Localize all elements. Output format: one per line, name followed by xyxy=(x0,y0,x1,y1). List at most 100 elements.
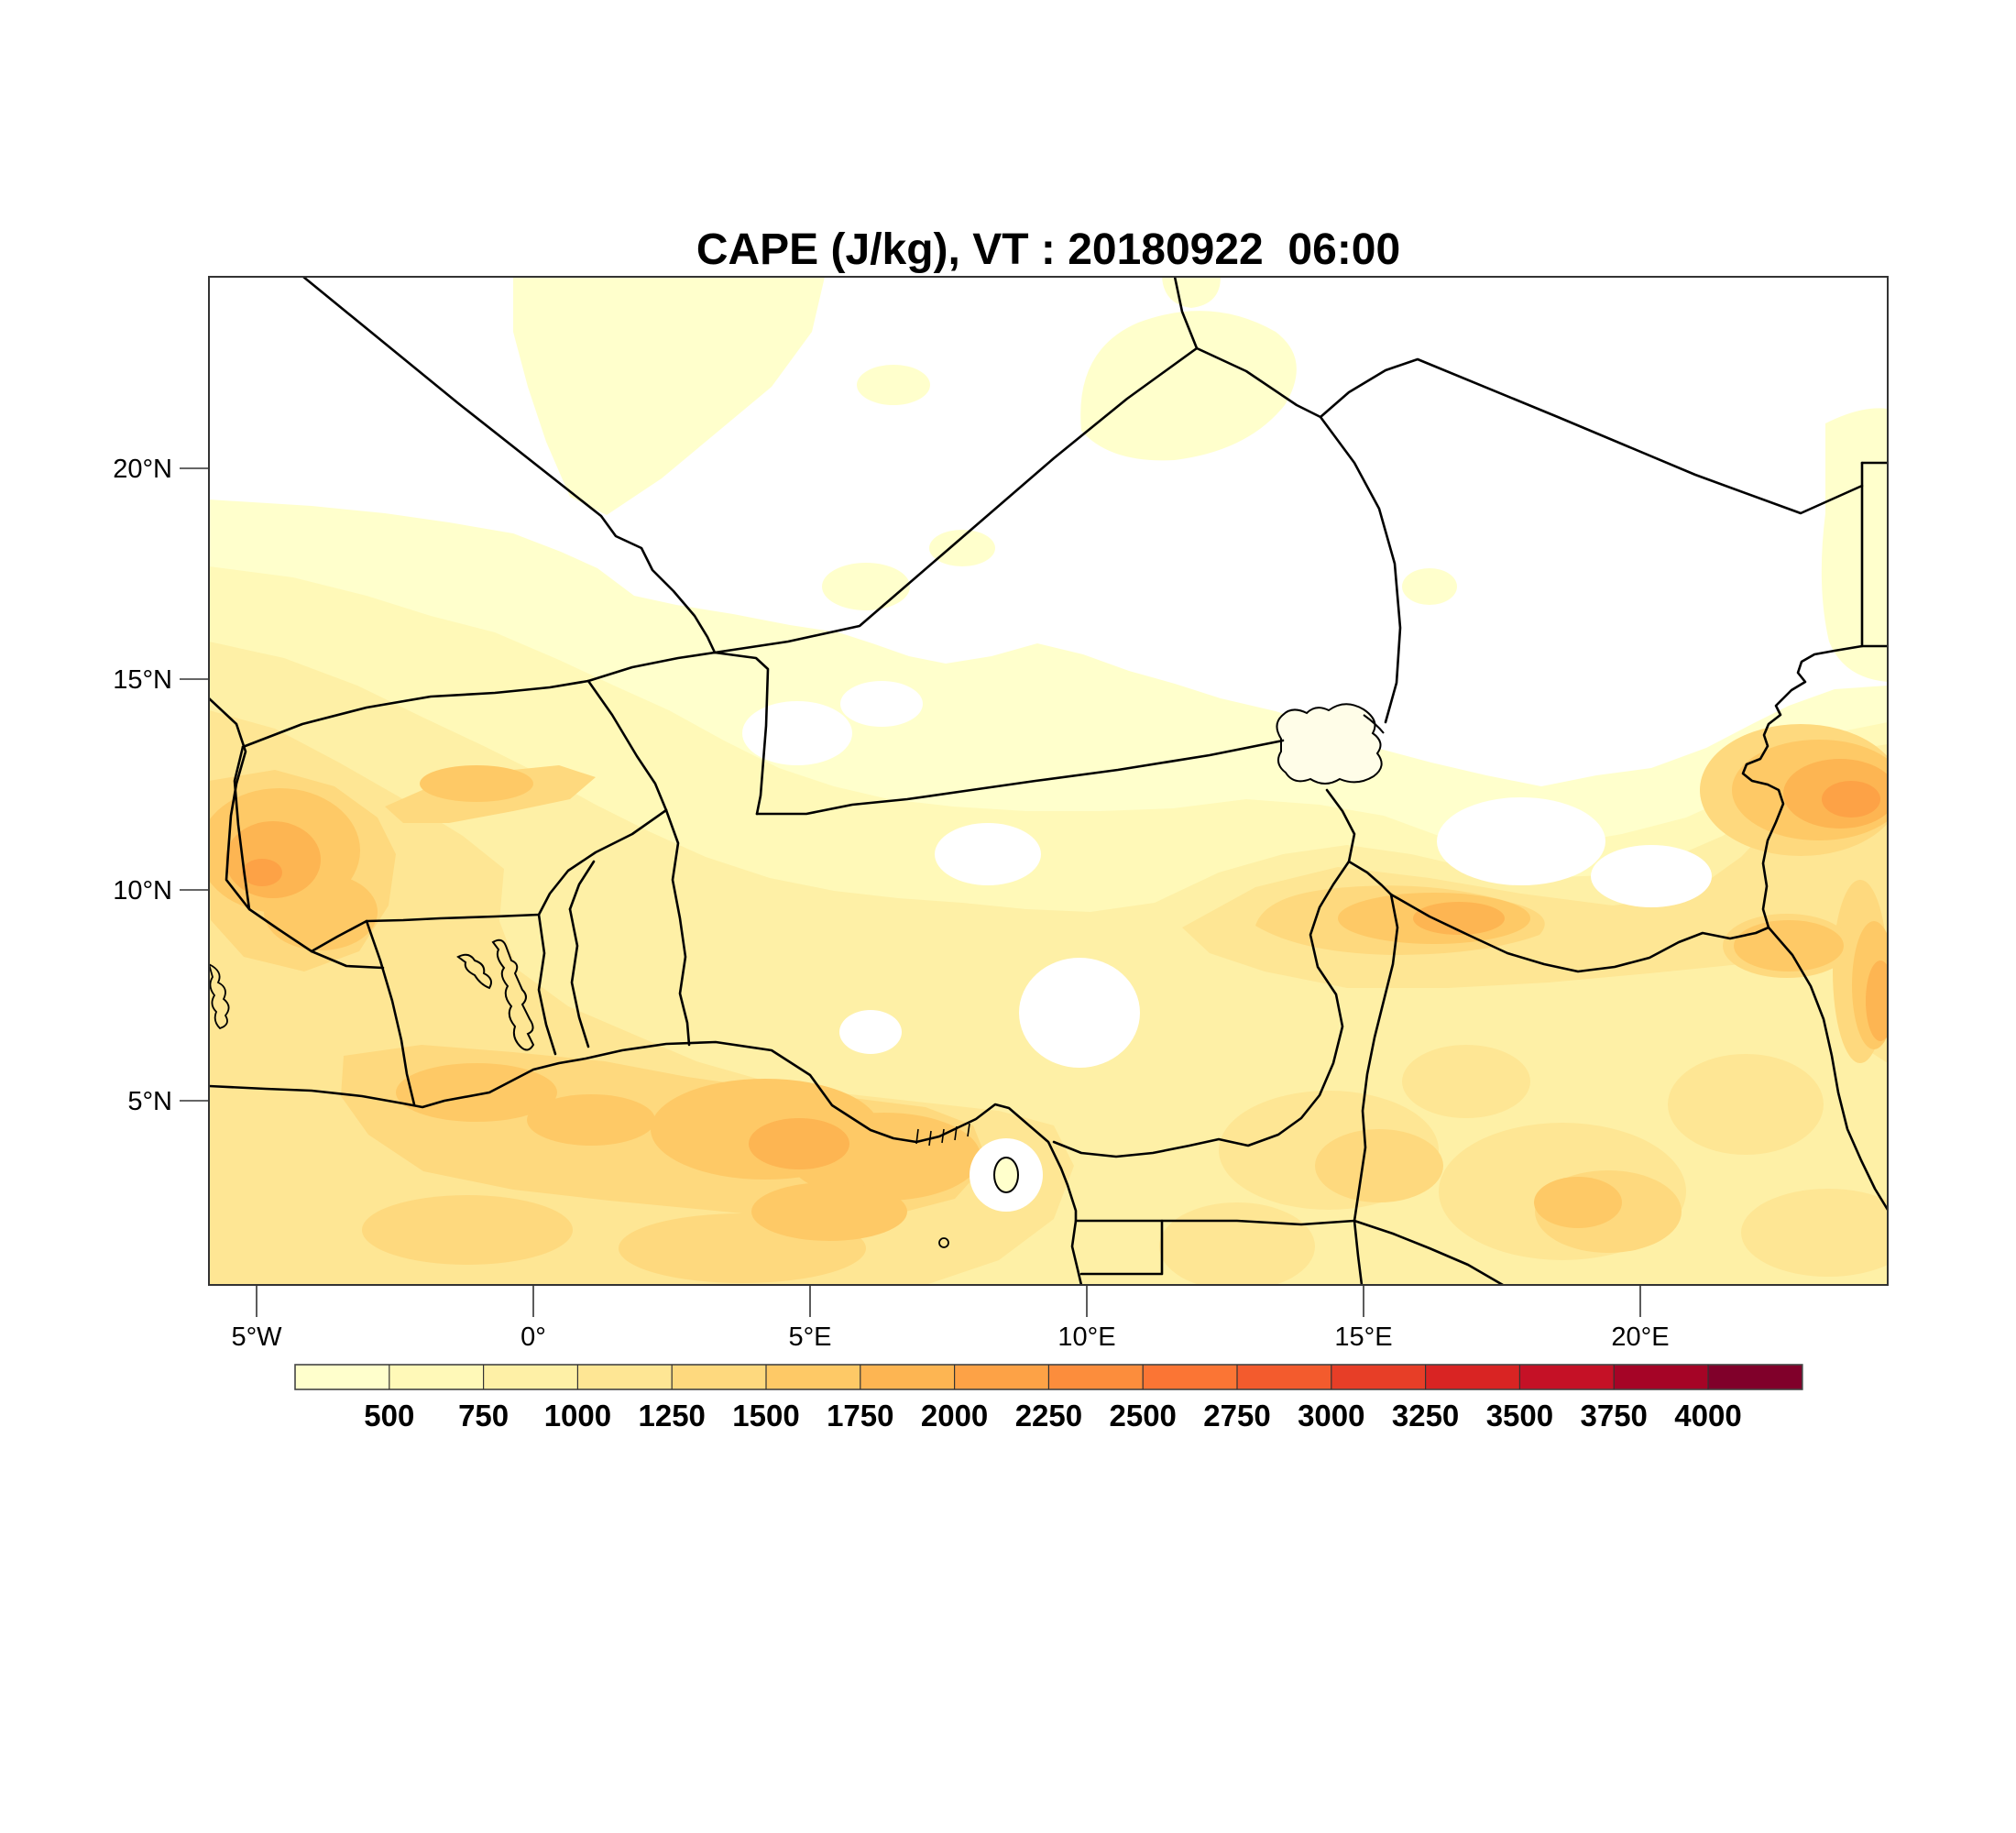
country-border xyxy=(1353,1219,1505,1285)
country-border xyxy=(586,651,717,683)
cape-contour-region xyxy=(840,681,923,727)
colorbar-tick-label: 1500 xyxy=(732,1399,799,1432)
country-border xyxy=(1347,860,1393,896)
cape-contour-region xyxy=(362,1195,573,1265)
cape-contour-region xyxy=(1668,1054,1824,1155)
cape-contour-region xyxy=(1315,1129,1443,1202)
country-border xyxy=(1074,1219,1164,1276)
cape-contour-region xyxy=(1734,920,1844,971)
gulf-of-guinea-coastline xyxy=(209,1040,1083,1285)
cape-contour-region xyxy=(751,1182,907,1241)
colorbar-tick-label: 1750 xyxy=(827,1399,893,1432)
colorbar-tick-label: 750 xyxy=(458,1399,509,1432)
cape-contour-region xyxy=(935,823,1041,885)
cape-contour-region xyxy=(1437,797,1605,885)
colorbar-tick-label: 2500 xyxy=(1109,1399,1176,1432)
colorbar-tick-label: 2750 xyxy=(1203,1399,1270,1432)
country-borders-layer xyxy=(209,277,1888,1285)
country-border xyxy=(568,860,596,911)
country-border xyxy=(301,277,717,654)
colorbar-segment xyxy=(1614,1365,1709,1389)
cape-contour-region xyxy=(1741,1189,1888,1277)
lat-tick-label: 20°N xyxy=(113,455,172,484)
colorbar-tick-label: 1250 xyxy=(638,1399,705,1432)
cape-contour-region xyxy=(513,277,825,515)
cape-contour-region xyxy=(1534,1177,1622,1228)
principe-island xyxy=(938,1237,949,1248)
cape-contour-region xyxy=(839,1010,902,1054)
west-edge-border-squiggle xyxy=(209,962,230,1030)
cape-field-layer xyxy=(209,277,1888,1285)
colorbar-segment xyxy=(389,1365,485,1389)
lat-tick-label: 10°N xyxy=(113,876,172,906)
country-border xyxy=(1389,893,1770,973)
country-border xyxy=(1767,926,1888,1212)
country-border xyxy=(568,907,590,1048)
niger-delta-channel xyxy=(941,1128,945,1144)
colorbar-tick-label: 2000 xyxy=(921,1399,988,1432)
cape-contour-region xyxy=(742,701,852,765)
colorbar-segment xyxy=(954,1365,1049,1389)
country-border xyxy=(1052,788,1356,1158)
colorbar-tick-label: 2250 xyxy=(1015,1399,1082,1432)
lon-tick-label: 15°E xyxy=(1334,1323,1392,1352)
colorbar-segment xyxy=(1425,1365,1520,1389)
cape-contour-region xyxy=(857,365,930,405)
lake-volta-west-arm xyxy=(456,953,492,990)
country-border xyxy=(537,913,557,1056)
colorbar-tick-label: 1000 xyxy=(544,1399,611,1432)
country-border xyxy=(310,808,668,953)
cape-contour-region xyxy=(1019,958,1140,1068)
lat-tick-label: 15°N xyxy=(113,665,172,695)
map-frame xyxy=(208,276,1889,1286)
colorbar-tick-label: 500 xyxy=(364,1399,414,1432)
lon-tick-label: 0° xyxy=(520,1323,546,1352)
cape-contour-region xyxy=(1591,845,1712,907)
colorbar-segment xyxy=(577,1365,673,1389)
lat-tick-label: 5°N xyxy=(127,1087,172,1116)
country-border xyxy=(233,745,251,911)
colorbar-segment xyxy=(766,1365,861,1389)
lake-chad xyxy=(1276,703,1383,785)
colorbar-tick-label: 4000 xyxy=(1674,1399,1741,1432)
country-border xyxy=(713,651,770,816)
country-border xyxy=(755,739,1285,816)
cape-contour-region xyxy=(1402,1045,1530,1118)
colorbar-segment xyxy=(1048,1365,1144,1389)
niger-delta-channel xyxy=(967,1123,970,1137)
lake-volta xyxy=(491,938,535,1051)
country-border xyxy=(1319,415,1402,724)
colorbar-segment xyxy=(1237,1365,1332,1389)
niger-delta-channel xyxy=(915,1128,919,1145)
colorbar-tick-label: 3750 xyxy=(1580,1399,1647,1432)
axis-ticks-layer: 20°N 15°N 10°N 5°N 5°W 0° 5°E 10°E 15°E 20°E xyxy=(113,455,1669,1352)
country-border xyxy=(365,919,416,1106)
cape-contour-region xyxy=(1822,781,1880,818)
colorbar-segment xyxy=(483,1365,578,1389)
country-border xyxy=(1160,1219,1356,1226)
niger-delta-channel xyxy=(954,1125,958,1141)
country-border xyxy=(664,808,691,1047)
cape-contour-region xyxy=(1080,311,1297,461)
country-border xyxy=(1195,346,1864,515)
colorbar-tick-label: 3250 xyxy=(1392,1399,1459,1432)
cape-contour-region xyxy=(822,563,910,610)
country-border xyxy=(1353,893,1399,1285)
colorbar-tick-label: 3500 xyxy=(1486,1399,1553,1432)
cape-contour-region xyxy=(1402,568,1457,605)
cape-contour-region xyxy=(242,859,282,886)
bioko-island xyxy=(993,1157,1019,1193)
colorbar-segment xyxy=(295,1365,390,1389)
colorbar-segment xyxy=(672,1365,767,1389)
country-border xyxy=(1741,644,1864,929)
lon-tick-label: 10°E xyxy=(1057,1323,1115,1352)
cape-contour-region xyxy=(1413,902,1505,935)
cape-contour-region xyxy=(420,765,533,802)
colorbar-segment xyxy=(1143,1365,1238,1389)
country-border xyxy=(586,679,668,812)
cape-contour-region xyxy=(1159,1202,1315,1285)
colorbar-tick-label: 3000 xyxy=(1298,1399,1364,1432)
lon-tick-label: 20°E xyxy=(1611,1323,1669,1352)
colorbar-segment xyxy=(860,1365,956,1389)
